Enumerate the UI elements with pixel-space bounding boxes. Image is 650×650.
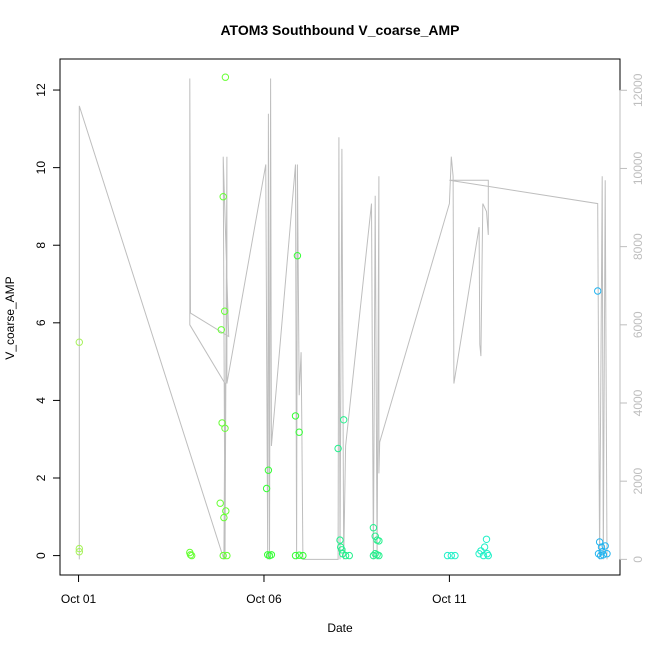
data-point [334,444,342,453]
data-point [371,550,379,558]
data-point [222,507,230,515]
data-point [375,551,383,560]
data-point [338,546,346,554]
data-point [299,551,307,560]
data-point [219,193,227,201]
y2-tick-label: 2000 [631,468,645,495]
data-point [75,548,84,556]
data-point [216,499,224,507]
data-point [293,252,302,260]
data-point [480,543,489,551]
y-axis-label: V_coarse_AMP [3,276,17,359]
y2-tick-label: 8000 [631,233,645,260]
x-axis-label: Date [327,621,353,635]
data-point [482,535,491,543]
chart-title: ATOM3 Southbound V_coarse_AMP [220,22,459,38]
y2-tick-label: 10000 [631,151,645,185]
data-point [595,538,604,546]
data-point [188,551,196,560]
y2-tick-label: 6000 [631,311,645,338]
y2-tick-label: 12000 [631,73,645,107]
x-axis: Oct 01 Oct 06 Oct 11 [61,574,467,606]
y2-tick-label: 4000 [631,389,645,416]
data-point [484,551,492,560]
data-point [221,424,229,432]
y-tick-label: 0 [34,552,48,559]
x-tick-label: Oct 11 [432,592,467,606]
data-point [443,551,452,560]
data-point [264,466,273,474]
data-point [603,550,611,558]
x-tick-label: Oct 06 [246,592,282,606]
y-tick-label: 2 [34,474,48,481]
data-point [221,307,229,315]
data-point [597,543,606,551]
data-point [75,544,84,553]
secondary-series-line [78,78,608,560]
data-point [217,326,226,334]
data-point [345,551,353,560]
data-point [375,537,383,545]
data-point [451,551,459,560]
data-points [75,73,611,560]
data-point [479,551,488,560]
data-point [341,551,350,560]
data-point [601,542,609,550]
data-point [369,524,378,532]
data-point [221,73,230,81]
y2-tick-label: 0 [631,556,645,563]
y-axis-left: 0 2 4 6 8 10 12 [34,83,61,559]
data-point [186,551,195,559]
data-point [219,551,227,560]
data-point [75,338,84,346]
data-point [594,287,602,295]
y-tick-label: 4 [34,397,48,404]
x-tick-label: Oct 01 [61,592,97,606]
data-point [369,551,378,560]
data-point [371,532,379,540]
data-point [267,551,276,559]
data-point [220,513,228,522]
data-point [262,484,271,493]
y-tick-label: 8 [34,242,48,249]
data-point [295,428,303,436]
y-tick-label: 6 [34,319,48,326]
y-axis-right: 0 2000 4000 6000 8000 10000 12000 [619,73,645,563]
data-point [483,550,491,558]
data-point [340,416,348,424]
data-point [223,551,231,560]
data-point [598,548,606,556]
data-point [291,412,300,420]
data-point [594,550,603,558]
series-line-path [78,78,608,560]
data-point [291,551,300,560]
data-point [295,551,303,559]
data-point [447,551,455,560]
y-tick-label: 10 [34,161,48,175]
data-point [336,536,344,544]
y-tick-label: 12 [34,83,48,97]
